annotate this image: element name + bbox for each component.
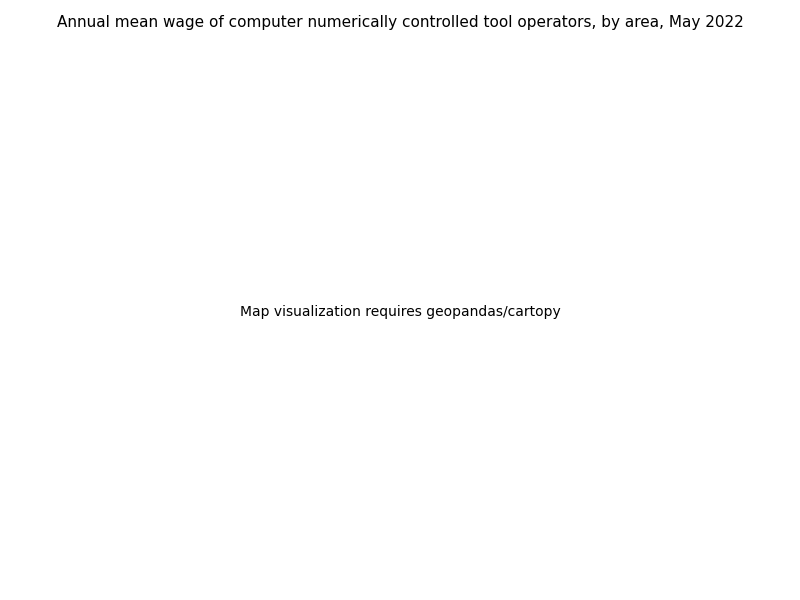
Text: Map visualization requires geopandas/cartopy: Map visualization requires geopandas/car… xyxy=(240,305,560,319)
Title: Annual mean wage of computer numerically controlled tool operators, by area, May: Annual mean wage of computer numerically… xyxy=(57,15,743,30)
